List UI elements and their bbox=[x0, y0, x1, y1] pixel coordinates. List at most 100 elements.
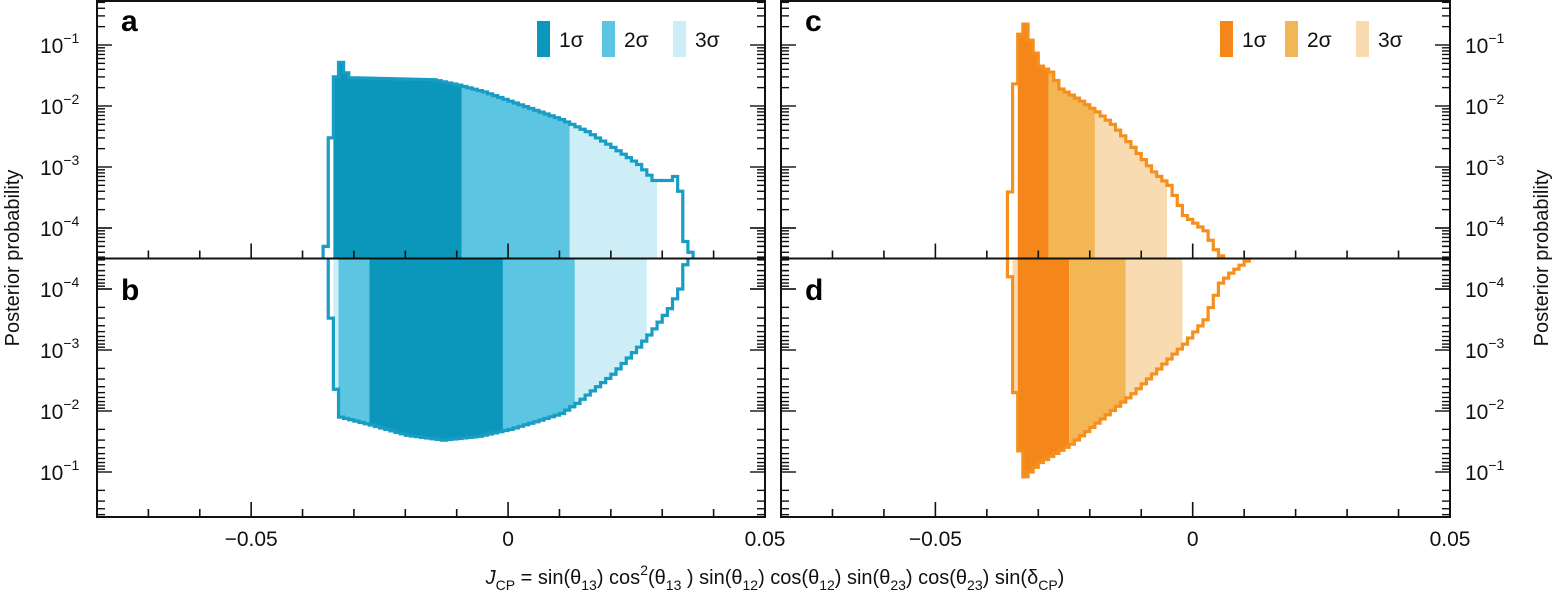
x-tick-label: 0 bbox=[502, 528, 514, 551]
x-axis-title: JCP = sin(θ13) cos2(θ13 ) sin(θ12) cos(θ… bbox=[485, 562, 1065, 593]
y-tick-exponent: −3 bbox=[63, 335, 79, 351]
axes: −0.05 0 0.0510−110−210−310−410−410−310−210… bbox=[40, 0, 1505, 551]
x-title-text: ) sin(δ bbox=[983, 567, 1039, 589]
panel-letter-b: b bbox=[121, 274, 139, 307]
x-title-text: = sin(θ bbox=[515, 567, 581, 589]
legend-blue: 1σ 2σ 3σ bbox=[537, 21, 720, 57]
interval-fill-3sigma bbox=[1094, 108, 1167, 259]
y-tick-base: 10 bbox=[40, 340, 63, 363]
x-tick-label: −0.05 bbox=[909, 528, 962, 551]
x-tick-label: 0.05 bbox=[1430, 528, 1471, 551]
y-tick-exponent: −2 bbox=[1488, 91, 1504, 107]
interval-fill-2sigma bbox=[461, 85, 570, 259]
x-title-text: ) cos(θ bbox=[758, 567, 819, 589]
x-tick-label: 0.05 bbox=[745, 528, 786, 551]
x-title-subscript: 23 bbox=[890, 577, 906, 593]
y-tick-label: 10−3 bbox=[1465, 335, 1505, 363]
panel-letter-d: d bbox=[805, 274, 823, 307]
y-axis-title-right: Posterior probability bbox=[1531, 170, 1553, 347]
y-tick-label: 10−2 bbox=[1465, 91, 1505, 119]
y-tick-base: 10 bbox=[1465, 279, 1488, 302]
y-tick-exponent: −2 bbox=[63, 91, 79, 107]
y-tick-label: 10−3 bbox=[40, 335, 80, 363]
interval-fill-2sigma bbox=[338, 258, 370, 426]
interval-fill-1sigma bbox=[1017, 258, 1070, 477]
histogram-outline bbox=[326, 258, 690, 442]
y-tick-base: 10 bbox=[40, 279, 63, 302]
legend-swatch-2sigma bbox=[602, 21, 615, 57]
x-tick-label: 0 bbox=[1187, 528, 1199, 551]
y-axis-title-left: Posterior probability bbox=[2, 170, 24, 347]
x-title-symbol: J bbox=[485, 567, 497, 589]
y-tick-base: 10 bbox=[40, 401, 63, 424]
interval-fill-2sigma bbox=[1069, 258, 1126, 448]
histogram-outline bbox=[321, 60, 695, 259]
y-tick-label: 10−1 bbox=[1465, 30, 1505, 58]
histogram-outline bbox=[1005, 258, 1251, 479]
interval-fill-1sigma bbox=[1017, 24, 1049, 259]
y-tick-exponent: −3 bbox=[63, 152, 79, 168]
y-tick-label: 10−3 bbox=[40, 152, 80, 180]
y-tick-exponent: −1 bbox=[1488, 30, 1504, 46]
y-tick-exponent: −2 bbox=[63, 396, 79, 412]
legend-label: 1σ bbox=[559, 29, 584, 52]
x-title-subscript: 13 bbox=[581, 577, 597, 593]
x-title-text: ) bbox=[1058, 567, 1065, 589]
y-tick-exponent: −2 bbox=[1488, 396, 1504, 412]
y-tick-exponent: −4 bbox=[1488, 274, 1504, 290]
y-tick-label: 10−2 bbox=[40, 396, 80, 424]
interval-fill-1sigma bbox=[333, 62, 462, 259]
y-tick-base: 10 bbox=[1465, 340, 1488, 363]
y-tick-exponent: −1 bbox=[63, 30, 79, 46]
panel-d bbox=[1005, 258, 1251, 479]
y-tick-base: 10 bbox=[40, 462, 63, 485]
x-title-text: ) sin(θ bbox=[835, 567, 891, 589]
legend-swatch-3sigma bbox=[1356, 21, 1369, 57]
y-tick-base: 10 bbox=[40, 35, 63, 58]
legend-label: 1σ bbox=[1242, 29, 1267, 52]
y-tick-base: 10 bbox=[1465, 462, 1488, 485]
interval-fill-3sigma bbox=[1125, 258, 1183, 403]
y-tick-base: 10 bbox=[1465, 96, 1488, 119]
y-tick-label: 10−4 bbox=[40, 213, 80, 241]
y-tick-exponent: −1 bbox=[63, 457, 79, 473]
y-tick-base: 10 bbox=[1465, 35, 1488, 58]
y-tick-label: 10−2 bbox=[1465, 396, 1505, 424]
x-tick-label: −0.05 bbox=[225, 528, 278, 551]
x-title-text: (θ bbox=[648, 567, 666, 589]
y-tick-base: 10 bbox=[1465, 401, 1488, 424]
x-title-text: ) cos(θ bbox=[906, 567, 967, 589]
y-tick-base: 10 bbox=[1465, 157, 1488, 180]
y-tick-base: 10 bbox=[1465, 218, 1488, 241]
legend-orange: 1σ 2σ 3σ bbox=[1220, 21, 1403, 57]
y-tick-label: 10−4 bbox=[1465, 213, 1505, 241]
panel-a bbox=[321, 60, 695, 259]
legend-swatch-1sigma bbox=[537, 21, 550, 57]
plot-area bbox=[321, 22, 1251, 479]
y-tick-exponent: −4 bbox=[63, 213, 79, 229]
y-tick-label: 10−1 bbox=[1465, 457, 1505, 485]
legend-label: 2σ bbox=[624, 29, 649, 52]
y-tick-exponent: −1 bbox=[1488, 457, 1504, 473]
y-tick-exponent: −3 bbox=[1488, 335, 1504, 351]
axes-left: −0.05 0 0.0510−110−210−310−410−410−310−210… bbox=[40, 0, 786, 551]
x-title-subscript: 12 bbox=[819, 577, 835, 593]
y-tick-label: 10−1 bbox=[40, 30, 80, 58]
legend-label: 2σ bbox=[1307, 29, 1332, 52]
x-title-subscript: CP bbox=[1038, 577, 1057, 593]
interval-fill-2sigma bbox=[1048, 69, 1095, 259]
x-title-superscript: 2 bbox=[640, 562, 648, 578]
axes-right: −0.05 0 0.0510−110−210−310−410−410−310−210… bbox=[780, 0, 1505, 551]
y-tick-base: 10 bbox=[40, 157, 63, 180]
x-title-subscript: 12 bbox=[742, 577, 758, 593]
panel-b bbox=[326, 258, 690, 442]
interval-fill-3sigma bbox=[569, 121, 658, 259]
legend-swatch-1sigma bbox=[1220, 21, 1233, 57]
x-title-subscript: CP bbox=[496, 577, 515, 593]
legend-label: 3σ bbox=[695, 29, 720, 52]
x-title-subscript: 13 bbox=[666, 577, 682, 593]
legend-swatch-2sigma bbox=[1285, 21, 1298, 57]
y-tick-exponent: −4 bbox=[63, 274, 79, 290]
y-tick-base: 10 bbox=[40, 218, 63, 241]
